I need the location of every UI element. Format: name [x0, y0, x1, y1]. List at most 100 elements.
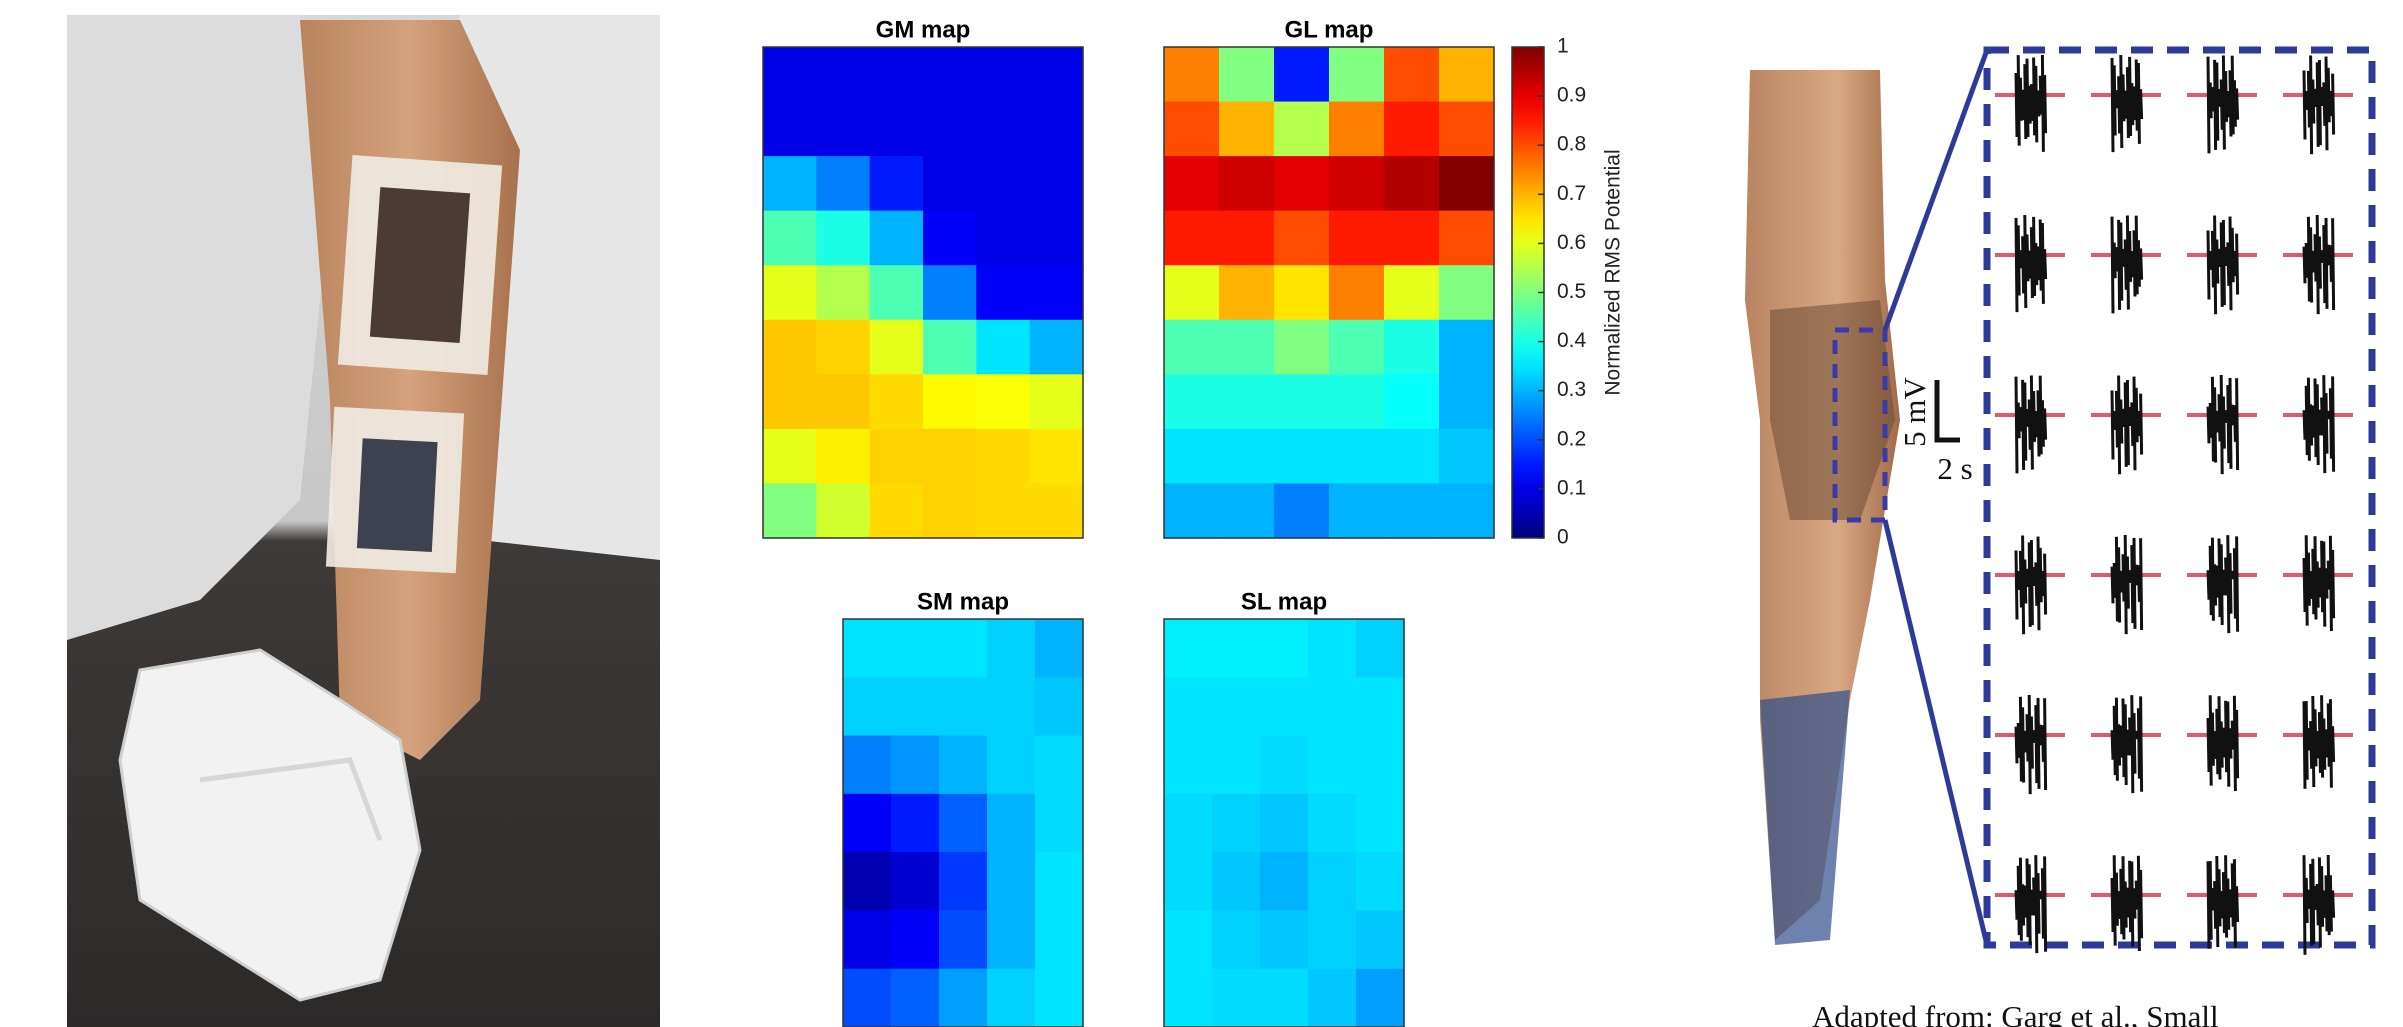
heat-cell [1212, 735, 1261, 795]
heat-cell [1308, 619, 1357, 678]
colorbar-tick-label: 0.2 [1557, 427, 1586, 450]
heat-cell [816, 483, 871, 539]
colorbar-tick-label: 0.7 [1557, 182, 1586, 205]
heat-cell [843, 793, 892, 853]
heat-cell [939, 793, 988, 853]
heat-cell [1274, 319, 1330, 375]
heat-cell [1029, 210, 1084, 266]
colorbar-tick-label: 0.6 [1557, 231, 1586, 254]
heat-cell [923, 374, 977, 430]
heat-cell [1439, 47, 1495, 103]
heat-cell [1164, 619, 1213, 678]
heat-cell [816, 210, 871, 266]
heat-cell [843, 619, 892, 678]
heat-cell [816, 265, 871, 321]
heat-cell [869, 101, 924, 157]
heat-cell [1212, 968, 1261, 1027]
emg-trace [2302, 215, 2336, 315]
heat-cell [816, 319, 871, 375]
heat-cell [1356, 968, 1405, 1027]
heat-cell [1274, 483, 1330, 539]
heat-cell [1029, 374, 1084, 430]
heat-cell [1029, 483, 1084, 539]
heat-cell [923, 483, 977, 539]
heat-cell [1164, 101, 1220, 157]
heat-cell [1439, 210, 1495, 266]
colorbar-tick-label: 0.4 [1557, 329, 1587, 352]
heat-cell [1219, 101, 1275, 157]
heat-cell [1384, 156, 1440, 212]
colorbar-tick-label: 0.8 [1557, 133, 1586, 156]
heat-cell [1274, 428, 1330, 485]
heat-cell [1035, 619, 1084, 678]
heat-cell [763, 374, 817, 430]
heat-cell [1260, 910, 1309, 970]
heat-cell [1439, 483, 1495, 539]
heat-cell [987, 793, 1036, 853]
heat-cell [1219, 319, 1275, 375]
heat-cell [1164, 47, 1220, 103]
heat-cell [1274, 374, 1330, 430]
heat-cell [869, 374, 924, 430]
heat-cell [976, 101, 1031, 157]
heat-cell [923, 319, 977, 375]
heat-cell [869, 210, 924, 266]
heat-cell [1439, 428, 1495, 485]
heat-cell [923, 156, 977, 212]
heat-cell [1260, 793, 1309, 853]
heat-cell [1308, 852, 1357, 912]
emg-trace [2110, 375, 2144, 475]
heat-cell [891, 852, 940, 912]
heat-cell [976, 156, 1031, 212]
heat-cell [1260, 968, 1309, 1027]
heat-cell [1164, 265, 1220, 321]
map-frame [842, 618, 1084, 1027]
heat-cell [923, 210, 977, 266]
emg-trace [2014, 855, 2048, 954]
heat-cell [987, 852, 1036, 912]
heat-cell [1329, 374, 1385, 430]
heat-cell [923, 47, 977, 103]
colorbar-tick-label: 1 [1557, 35, 1569, 58]
map-title: GL map [1285, 16, 1374, 43]
emg-trace [2014, 535, 2048, 635]
heat-cell [1035, 910, 1084, 970]
heat-cell [763, 428, 817, 485]
heat-cell [1164, 374, 1220, 430]
heat-cell [1164, 677, 1213, 737]
caption: Adapted from: Garg et al., Small [1812, 999, 2219, 1027]
scale-time: 2 s [1937, 451, 1972, 486]
heat-cell [1029, 156, 1084, 212]
emg-trace [2110, 855, 2144, 952]
emg-trace [2014, 215, 2048, 313]
heat-cell [1219, 265, 1275, 321]
heat-cell [1219, 47, 1275, 103]
emg-trace [2110, 215, 2144, 314]
heat-cell [1035, 677, 1084, 737]
heat-cell [1164, 735, 1213, 795]
heat-cell [1384, 101, 1440, 157]
heat-cell [987, 735, 1036, 795]
map-frame [762, 46, 1084, 539]
heat-cell [1329, 47, 1385, 103]
heat-cell [869, 428, 924, 485]
heat-cell [1439, 319, 1495, 375]
heat-cell [1329, 483, 1385, 539]
heat-cell [1356, 677, 1405, 737]
heat-cell [1308, 677, 1357, 737]
heat-cell [1164, 852, 1213, 912]
heat-cell [843, 968, 892, 1027]
heat-cell [1260, 619, 1309, 678]
emg-trace [2302, 375, 2336, 474]
heat-cell [939, 968, 988, 1027]
emg-trace [2110, 695, 2144, 794]
heat-cell [976, 210, 1031, 266]
colorbar-label: Normalized RMS Potential [1602, 149, 1625, 395]
heat-cell [1274, 265, 1330, 321]
heat-cell [939, 910, 988, 970]
heat-cell [1439, 374, 1495, 430]
heat-cell [891, 735, 940, 795]
heat-cell [1384, 374, 1440, 430]
heat-cell [1384, 210, 1440, 266]
heat-cell [1308, 793, 1357, 853]
